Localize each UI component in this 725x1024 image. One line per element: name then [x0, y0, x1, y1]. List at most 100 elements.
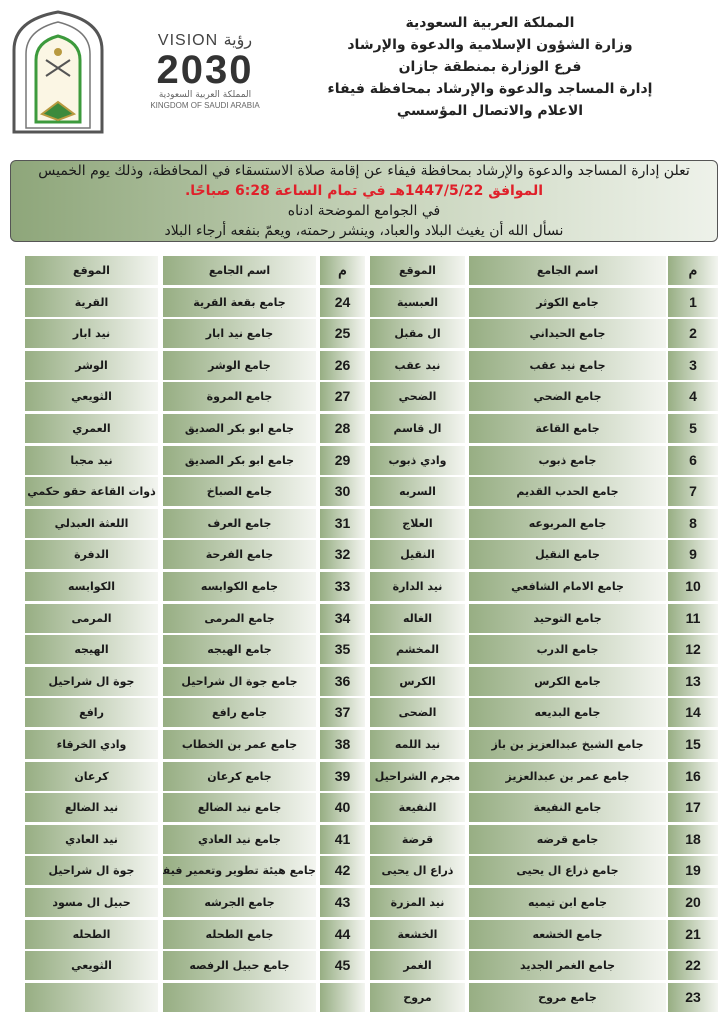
cell-name: جامع كرعان [163, 761, 316, 791]
cell-location: نيد الدارة [370, 572, 465, 601]
cell-name [163, 982, 316, 1012]
cell-name: جامع ابو بكر الصديق [163, 414, 316, 443]
letterhead: المملكة العربية السعودية وزارة الشؤون ال… [285, 12, 695, 122]
table-row: 5 جامع القاعة ال قاسم [370, 414, 718, 443]
cell-name: جامع الصباخ [163, 477, 316, 507]
cell-num: 28 [320, 414, 365, 443]
cell-location: الخشعة [370, 919, 465, 949]
cell-location [25, 982, 158, 1012]
cell-name: جامع الحدب القديم [469, 477, 666, 507]
table-row: 24 جامع بقعة القرية القرية [25, 287, 365, 317]
header-name: اسم الجامع [163, 256, 316, 285]
heading-line: وزارة الشؤون الإسلامية والدعوة والإرشاد [347, 37, 633, 53]
cell-num: 9 [668, 540, 718, 570]
cell-num: 45 [320, 951, 365, 981]
cell-num: 23 [668, 982, 718, 1012]
cell-location: جوة ال شراحيل [25, 666, 158, 696]
table-row: 38 جامع عمر بن الخطاب وادي الخرقاء [25, 730, 365, 759]
header-num: م [668, 256, 718, 285]
cell-location: مجرم الشراحيل [370, 761, 465, 791]
table-row: 1 جامع الكوثر العبسية [370, 287, 718, 317]
cell-location: النفيعة [370, 793, 465, 823]
cell-num: 22 [668, 951, 718, 981]
cell-num: 17 [668, 793, 718, 823]
cell-num: 33 [320, 572, 365, 601]
heading-line: فرع الوزارة بمنطقة جازان [398, 59, 582, 75]
cell-location: مروح [370, 982, 465, 1012]
cell-name: جامع بقعة القرية [163, 287, 316, 317]
table-row: 25 جامع نيد ابار نيد ابار [25, 319, 365, 349]
table-row: 42 جامع هيئة تطوير وتعمير فيفاء جوة ال شرا… [25, 856, 365, 886]
cell-name: جامع نيد العادي [163, 824, 316, 854]
table-row: 30 جامع الصباخ ذوات القاعة حقو حكمي [25, 477, 365, 507]
cell-name: جامع الحيداني [469, 319, 666, 349]
cell-location: ال مقبل [370, 319, 465, 349]
vision-2030-logo: VISION رؤية 2030 المملكة العربية السعودي… [150, 32, 260, 110]
table-row: 28 جامع ابو بكر الصديق العمري [25, 414, 365, 443]
cell-name: جامع النقيل [469, 540, 666, 570]
table-row: 17 جامع النفيعة النفيعة [370, 793, 718, 823]
cell-name: جامع جوة ال شراحيل [163, 666, 316, 696]
cell-location: الطحله [25, 919, 158, 949]
header-name: اسم الجامع [469, 256, 666, 285]
cell-name: جامع المروة [163, 382, 316, 412]
cell-num: 24 [320, 287, 365, 317]
cell-name: جامع الوشر [163, 350, 316, 380]
cell-num: 11 [668, 603, 718, 633]
cell-name: جامع نيد عقب [469, 350, 666, 380]
heading-line: إدارة المساجد والدعوة والإرشاد بمحافظة ف… [327, 81, 653, 97]
table-row: 39 جامع كرعان كرعان [25, 761, 365, 791]
table-row: 18 جامع قرضه قرضة [370, 824, 718, 854]
cell-name: جامع النفيعة [469, 793, 666, 823]
cell-name: جامع هيئة تطوير وتعمير فيفاء [163, 856, 316, 886]
cell-location: الغمر [370, 951, 465, 981]
ministry-logo [12, 10, 104, 134]
header-location: الموقع [370, 256, 465, 285]
cell-num: 18 [668, 824, 718, 854]
cell-name: جامع الطحله [163, 919, 316, 949]
announcement-box: تعلن إدارة المساجد والدعوة والإرشاد بمحا… [10, 160, 718, 242]
announcement-line: نسأل الله أن يغيث البلاد والعباد، وينشر … [164, 223, 564, 239]
cell-location: نيد الضالع [25, 793, 158, 823]
cell-name: جامع الكرس [469, 666, 666, 696]
cell-location: نيد عقب [370, 350, 465, 380]
cell-num: 38 [320, 730, 365, 759]
cell-num: 31 [320, 508, 365, 538]
announcement-line: تعلن إدارة المساجد والدعوة والإرشاد بمحا… [38, 163, 690, 179]
table-row: 29 جامع ابو بكر الصديق نيد مجبا [25, 445, 365, 475]
cell-num: 20 [668, 888, 718, 917]
cell-num: 42 [320, 856, 365, 886]
table-row: 2 جامع الحيداني ال مقبل [370, 319, 718, 349]
cell-location: الكرس [370, 666, 465, 696]
table-row: 32 جامع الفرحة الدفرة [25, 540, 365, 570]
cell-location: ال قاسم [370, 414, 465, 443]
table-row: 13 جامع الكرس الكرس [370, 666, 718, 696]
table-row: 41 جامع نيد العادي نيد العادي [25, 824, 365, 854]
cell-location: الضحي [370, 382, 465, 412]
cell-name: جامع الدرب [469, 635, 666, 665]
table-row: 44 جامع الطحله الطحله [25, 919, 365, 949]
cell-num: 41 [320, 824, 365, 854]
cell-num: 36 [320, 666, 365, 696]
table-row: 19 جامع ذراع ال يحيى ذراع ال يحيى [370, 856, 718, 886]
cell-num: 21 [668, 919, 718, 949]
table-row: 4 جامع الضحي الضحي [370, 382, 718, 412]
cell-num: 26 [320, 350, 365, 380]
cell-num: 1 [668, 287, 718, 317]
cell-num: 25 [320, 319, 365, 349]
table-row: 37 جامع رافع رافع [25, 698, 365, 728]
cell-num: 37 [320, 698, 365, 728]
table-row: 7 جامع الحدب القديم السربه [370, 477, 718, 507]
cell-location: العلاج [370, 508, 465, 538]
cell-location: نيد العادي [25, 824, 158, 854]
cell-num: 3 [668, 350, 718, 380]
cell-num: 39 [320, 761, 365, 791]
table-row: 8 جامع المربوعه العلاج [370, 508, 718, 538]
cell-location: الثويعي [25, 951, 158, 981]
cell-location: رافع [25, 698, 158, 728]
announcement-line: في الجوامع الموضحة ادناه [287, 203, 441, 219]
cell-location: نيد اللمه [370, 730, 465, 759]
cell-name: جامع التوحيد [469, 603, 666, 633]
cell-num: 19 [668, 856, 718, 886]
cell-name: جامع الجرشه [163, 888, 316, 917]
